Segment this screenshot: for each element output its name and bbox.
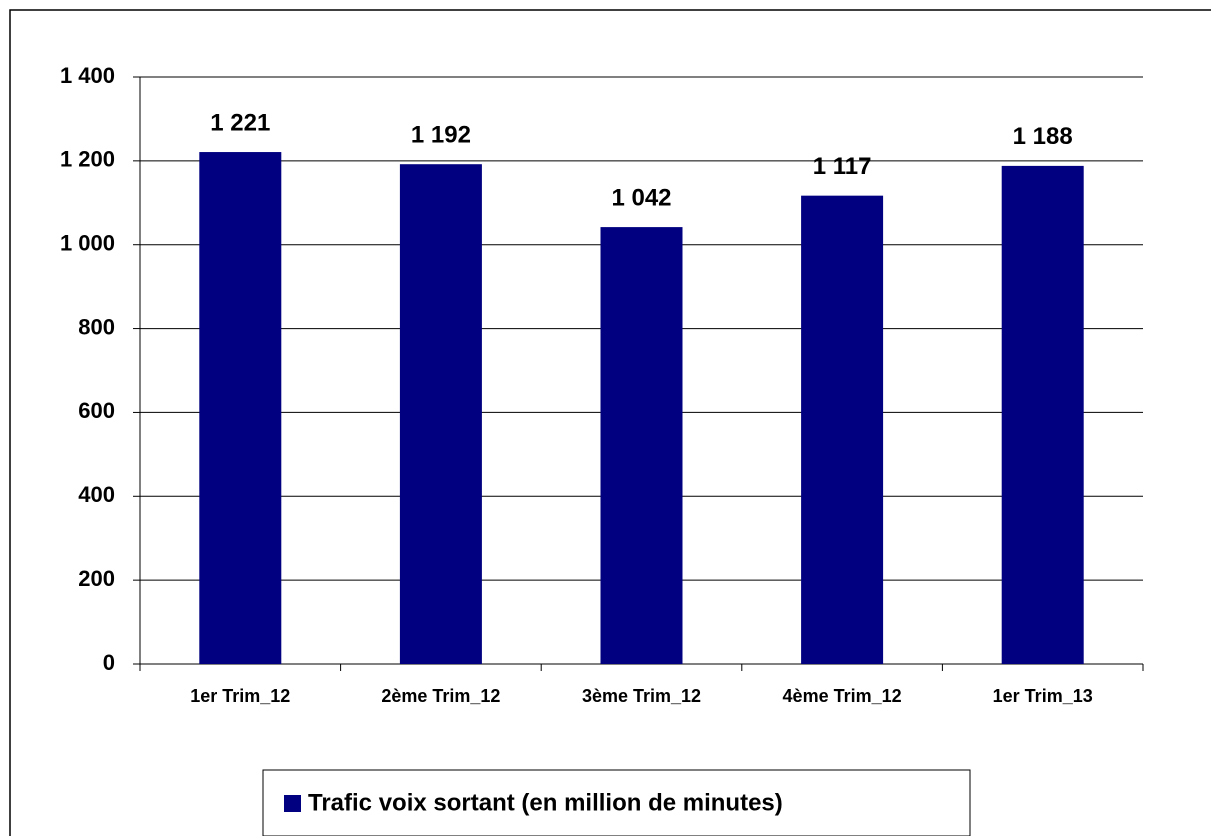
value-label: 1 188 <box>1013 123 1073 150</box>
bar <box>199 152 282 665</box>
bar <box>399 164 482 664</box>
x-tick-label: 3ème Trim_12 <box>582 686 701 706</box>
legend-label: Trafic voix sortant (en million de minut… <box>308 789 783 816</box>
bar <box>801 195 884 665</box>
y-tick-label: 1 000 <box>60 231 115 256</box>
y-tick-label: 800 <box>78 314 115 339</box>
x-tick-label: 1er Trim_13 <box>993 686 1093 706</box>
legend-box <box>262 769 971 836</box>
x-tick-label: 2ème Trim_12 <box>381 686 500 706</box>
x-tick-label: 1er Trim_12 <box>190 686 290 706</box>
bar <box>1001 165 1084 665</box>
y-tick-label: 600 <box>78 398 115 423</box>
value-label: 1 221 <box>210 109 270 136</box>
y-tick-label: 0 <box>103 650 115 675</box>
legend-swatch <box>284 795 301 812</box>
value-label: 1 042 <box>611 184 671 211</box>
value-label: 1 117 <box>813 153 872 180</box>
value-label: 1 192 <box>411 122 471 149</box>
y-tick-label: 1 200 <box>60 147 115 172</box>
y-tick-label: 200 <box>78 566 115 591</box>
y-tick-label: 1 400 <box>60 63 115 88</box>
bar <box>600 227 683 664</box>
x-tick-label: 4ème Trim_12 <box>783 686 902 706</box>
y-tick-label: 400 <box>78 482 115 507</box>
